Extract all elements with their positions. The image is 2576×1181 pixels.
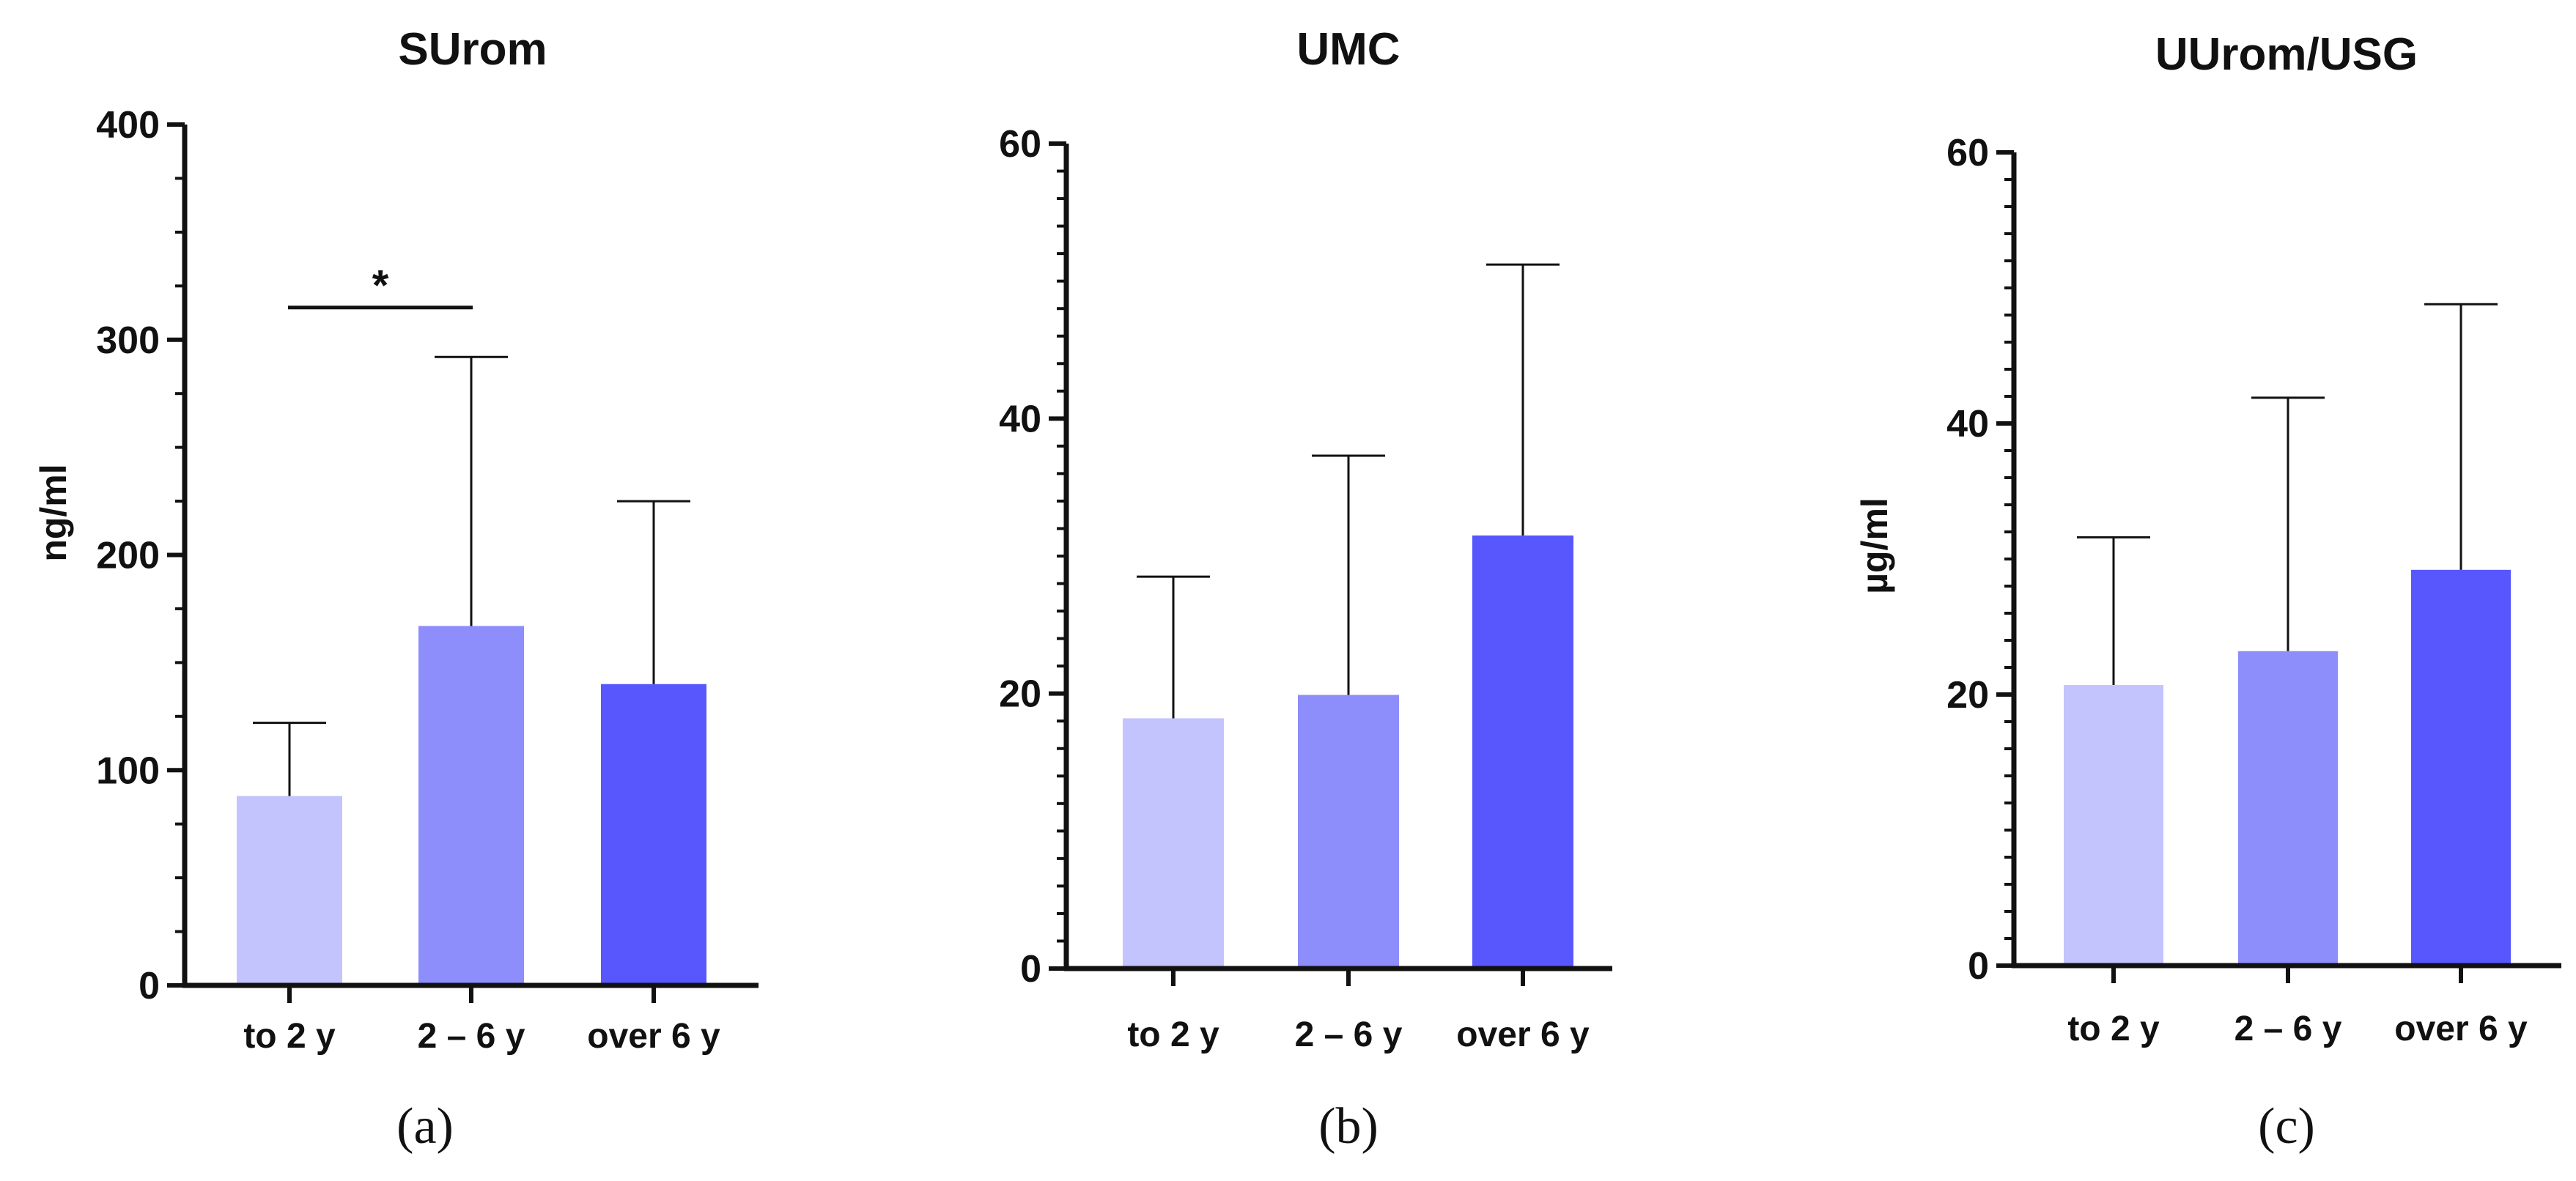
chart-title: UUrom/USG: [2155, 29, 2418, 80]
bar-2: [418, 626, 524, 985]
y-tick-label: 20: [1946, 674, 1989, 717]
y-tick-label: 40: [1946, 403, 1989, 445]
panel-label: (a): [396, 1098, 454, 1155]
y-tick-label: 100: [96, 749, 160, 792]
bar-2: [2238, 651, 2338, 966]
bar-2: [1298, 695, 1399, 969]
category-label: to 2 y: [243, 1017, 336, 1056]
y-tick-label: 40: [999, 398, 1041, 440]
chart-title: SUrom: [398, 24, 547, 75]
category-label: 2 – 6 y: [418, 1017, 525, 1056]
y-tick-label: 300: [96, 319, 160, 362]
chart-title: UMC: [1296, 24, 1400, 75]
category-label: over 6 y: [587, 1017, 720, 1056]
category-label: 2 – 6 y: [1295, 1015, 1403, 1054]
y-tick-label: 400: [96, 104, 160, 147]
y-tick-label: 0: [1968, 945, 1989, 988]
y-axis-label: µg/ml: [1854, 497, 1895, 594]
category-label: to 2 y: [2067, 1010, 2160, 1048]
y-tick-label: 0: [139, 965, 160, 1007]
panel-label: (c): [2258, 1098, 2315, 1155]
y-tick-label: 20: [999, 673, 1041, 716]
y-axis-label: ng/ml: [33, 464, 74, 561]
category-label: over 6 y: [2394, 1010, 2528, 1048]
y-tick-label: 60: [1946, 132, 1989, 174]
y-tick-label: 0: [1020, 948, 1041, 991]
chart-panel-1: SUrom ng/ml 0 100 200 300 400 to 2 y 2 – 6 y over…: [33, 24, 759, 1155]
panel-label: (b): [1318, 1098, 1379, 1155]
y-tick-label: 60: [999, 123, 1041, 166]
y-tick-label: 200: [96, 535, 160, 577]
chart-panel-3: UUrom/USG µg/ml 0 20 40 60 to 2 y 2 – 6 y over 6…: [1854, 29, 2561, 1155]
bar-3: [601, 684, 706, 985]
category-label: 2 – 6 y: [2234, 1010, 2342, 1048]
category-label: to 2 y: [1127, 1015, 1219, 1054]
bar-1: [237, 796, 342, 985]
significance-star: *: [372, 262, 389, 310]
bar-3: [1472, 535, 1573, 969]
chart-panel-2: UMC 0 20 40 60 to 2 y 2 – 6 y over 6 y (b): [999, 24, 1612, 1155]
category-label: over 6 y: [1456, 1015, 1590, 1054]
bar-1: [1123, 718, 1224, 969]
bar-1: [2064, 685, 2163, 966]
bar-3: [2411, 569, 2511, 966]
